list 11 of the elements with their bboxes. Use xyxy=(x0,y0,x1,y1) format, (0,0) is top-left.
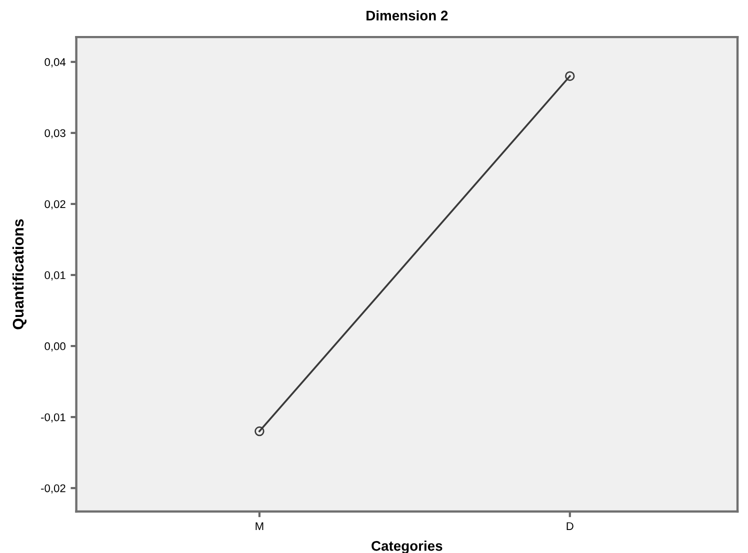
chart-title: Dimension 2 xyxy=(366,10,448,21)
y-tick-label: 0,04 xyxy=(44,58,66,68)
x-tick-label: D xyxy=(566,522,574,530)
y-axis-title: Quantifications xyxy=(12,219,27,330)
y-tick-label: 0,02 xyxy=(44,200,66,210)
y-tick-label: 0,03 xyxy=(44,129,66,138)
y-tick-label: 0,01 xyxy=(44,271,66,280)
y-tick-label: 0,00 xyxy=(44,342,66,352)
y-tick-label: -0,01 xyxy=(41,413,66,423)
x-tick-label: M xyxy=(256,522,264,530)
y-tick-label: -0,02 xyxy=(41,484,66,494)
